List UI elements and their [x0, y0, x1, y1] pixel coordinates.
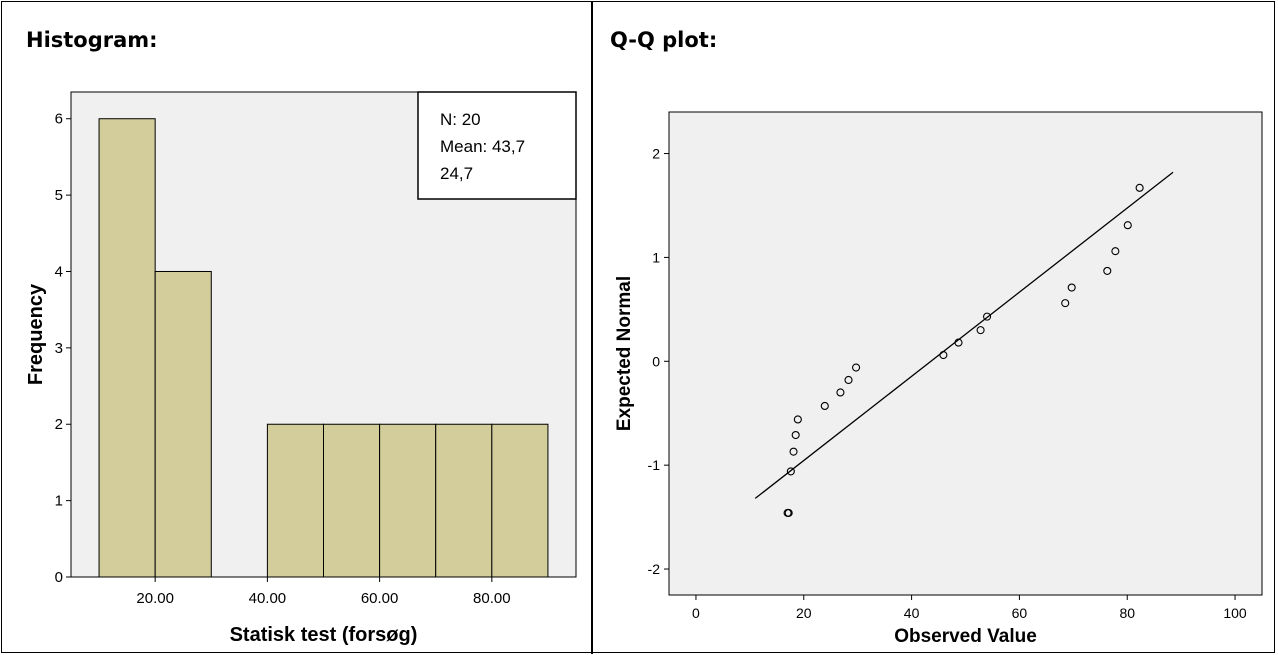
qq-x-axis-label: Observed Value	[894, 626, 1037, 647]
qq-data-point	[786, 467, 795, 476]
qq-data-point	[836, 388, 845, 397]
histogram-y-tick-label: 2	[55, 416, 63, 433]
qq-data-point	[844, 375, 853, 385]
qq-data-point	[1135, 183, 1144, 192]
panel-divider	[591, 1, 593, 654]
qq-data-point	[1111, 247, 1120, 256]
histogram-stats-line: N: 20	[440, 110, 481, 129]
histogram-bar	[154, 270, 212, 578]
qq-data-point	[789, 447, 798, 456]
qq-x-tick-label: 40	[904, 605, 920, 621]
qq-panel-title: Q-Q plot:	[610, 28, 718, 52]
qq-data-point	[1067, 283, 1076, 292]
histogram-stats-line: 24,7	[440, 164, 473, 183]
qq-y-tick-label: 1	[652, 249, 660, 265]
histogram-x-tick-label: 80.00	[473, 590, 511, 607]
histogram-y-tick-label: 1	[55, 493, 63, 510]
qq-data-point	[784, 508, 793, 517]
histogram-stats-line: Mean: 43,7	[440, 137, 525, 156]
qq-reference-line	[754, 171, 1174, 499]
histogram-bar	[379, 423, 437, 578]
histogram-stats-box	[417, 91, 577, 200]
qq-plot-area	[668, 111, 1263, 596]
histogram-bar	[435, 423, 493, 578]
qq-data-point	[983, 312, 992, 321]
qq-x-tick-label: 60	[1012, 605, 1028, 621]
histogram-x-tick-label: 40.00	[249, 590, 287, 607]
qq-data-point	[976, 326, 985, 335]
qq-data-point	[793, 415, 802, 424]
histogram-bar	[323, 423, 381, 578]
qq-data-point	[939, 351, 948, 360]
qq-y-axis-label: Expected Normal	[614, 276, 635, 431]
histogram-x-tick-label: 20.00	[136, 590, 174, 607]
qq-data-point	[820, 401, 829, 411]
qq-data-point	[1103, 266, 1112, 275]
qq-x-tick-label: 80	[1119, 605, 1135, 621]
qq-x-tick-label: 100	[1223, 605, 1247, 621]
histogram-y-tick-label: 3	[55, 340, 63, 357]
qq-data-point	[1123, 221, 1132, 230]
histogram-y-axis-label: Frequency	[25, 283, 47, 385]
histogram-bar	[491, 423, 549, 578]
qq-y-tick-label: 2	[652, 146, 660, 162]
qq-data-point	[954, 338, 963, 347]
qq-x-tick-label: 20	[796, 605, 812, 621]
histogram-y-tick-label: 0	[55, 569, 63, 586]
qq-y-tick-label: 0	[652, 353, 660, 369]
histogram-x-axis-label: Statisk test (forsøg)	[230, 624, 418, 646]
qq-data-point	[1061, 299, 1070, 308]
qq-y-tick-label: -1	[648, 457, 661, 473]
histogram-y-tick-label: 4	[55, 263, 63, 280]
histogram-bar	[98, 118, 156, 578]
histogram-y-tick-label: 6	[55, 111, 63, 128]
histogram-x-tick-label: 60.00	[361, 590, 399, 607]
qq-y-tick-label: -2	[648, 561, 661, 577]
qq-x-tick-label: 0	[692, 605, 700, 621]
histogram-panel-title: Histogram:	[26, 28, 158, 52]
qq-data-point	[852, 363, 861, 372]
histogram-bar	[266, 423, 324, 578]
qq-data-point	[791, 430, 800, 440]
histogram-y-tick-label: 5	[55, 187, 63, 204]
